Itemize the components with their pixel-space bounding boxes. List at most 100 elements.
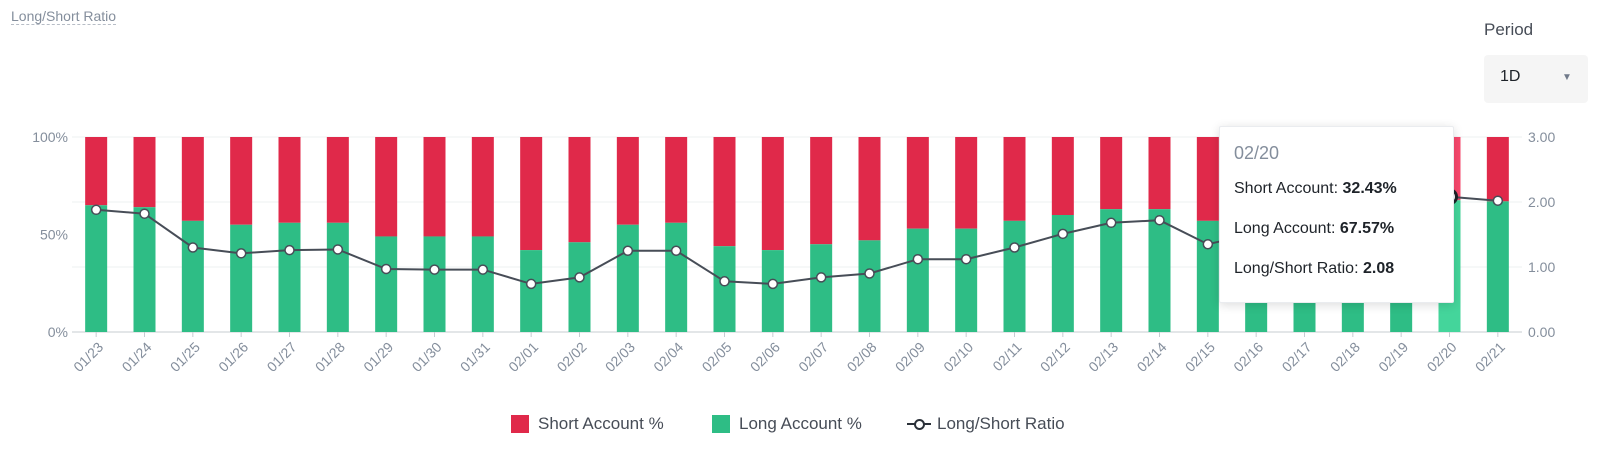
short-bar[interactable] bbox=[1148, 137, 1171, 210]
tooltip-short-row: Short Account: 32.43% bbox=[1234, 180, 1439, 220]
short-bar[interactable] bbox=[713, 137, 736, 247]
x-tick-label: 02/02 bbox=[554, 339, 590, 375]
ratio-point[interactable] bbox=[235, 248, 247, 259]
long-bar[interactable] bbox=[1148, 209, 1171, 332]
x-tick-label: 02/14 bbox=[1134, 339, 1170, 375]
short-bar[interactable] bbox=[616, 137, 639, 225]
long-bar[interactable] bbox=[665, 222, 688, 332]
short-bar[interactable] bbox=[471, 137, 494, 237]
short-bar[interactable] bbox=[326, 137, 349, 223]
long-bar[interactable] bbox=[955, 228, 978, 332]
x-tick-label: 01/27 bbox=[264, 339, 300, 375]
ratio-point[interactable] bbox=[670, 245, 682, 256]
ratio-point[interactable] bbox=[960, 253, 972, 265]
ratio-point[interactable] bbox=[187, 242, 199, 253]
long-bar[interactable] bbox=[761, 250, 784, 332]
long-bar[interactable] bbox=[471, 236, 494, 332]
tooltip-short-value: 32.43% bbox=[1342, 180, 1397, 197]
short-bar[interactable] bbox=[955, 137, 978, 229]
y-right-tick-label: 3.00 bbox=[1528, 129, 1555, 145]
short-bar[interactable] bbox=[1003, 137, 1026, 221]
long-bar[interactable] bbox=[133, 207, 156, 332]
y-left-tick-label: 0% bbox=[48, 324, 68, 340]
ratio-point[interactable] bbox=[1154, 214, 1165, 226]
long-bar[interactable] bbox=[85, 205, 108, 332]
x-tick-label: 02/06 bbox=[747, 339, 783, 375]
short-bar[interactable] bbox=[520, 137, 543, 251]
short-bar[interactable] bbox=[230, 137, 253, 225]
long-bar[interactable] bbox=[375, 236, 398, 332]
ratio-point[interactable] bbox=[477, 264, 489, 275]
legend-item-ratio[interactable]: Long/Short Ratio bbox=[907, 414, 1065, 434]
x-tick-label: 02/12 bbox=[1037, 339, 1073, 375]
tooltip-long-row: Long Account: 67.57% bbox=[1234, 220, 1439, 260]
short-bar[interactable] bbox=[906, 137, 929, 229]
y-axis-right: 0.00 1.00 2.00 3.00 bbox=[1528, 129, 1555, 340]
x-axis: 01/23 01/24 01/25 01/26 01/27 01/28 01/29 01/30… bbox=[70, 332, 1508, 375]
ratio-point[interactable] bbox=[864, 268, 875, 279]
long-bar[interactable] bbox=[1003, 220, 1026, 332]
ratio-point[interactable] bbox=[284, 244, 295, 256]
period-dropdown[interactable]: 1D ▼ bbox=[1484, 55, 1588, 103]
long-bar[interactable] bbox=[1196, 220, 1219, 332]
long-bar[interactable] bbox=[616, 224, 639, 332]
ratio-point[interactable] bbox=[525, 278, 537, 290]
short-bar[interactable] bbox=[665, 137, 688, 223]
long-bar[interactable] bbox=[520, 250, 543, 332]
short-bar[interactable] bbox=[85, 137, 108, 206]
long-bar[interactable] bbox=[423, 236, 446, 332]
x-tick-label: 02/10 bbox=[940, 339, 976, 375]
ratio-point[interactable] bbox=[332, 244, 344, 255]
x-tick-label: 02/21 bbox=[1472, 339, 1508, 375]
short-bar[interactable] bbox=[181, 137, 204, 221]
legend-item-short[interactable]: Short Account % bbox=[511, 414, 664, 434]
long-bar[interactable] bbox=[181, 220, 204, 332]
long-bar[interactable] bbox=[230, 224, 253, 332]
short-bar[interactable] bbox=[761, 137, 784, 251]
ratio-point[interactable] bbox=[912, 253, 924, 265]
legend-label-ratio: Long/Short Ratio bbox=[937, 414, 1065, 433]
ratio-point[interactable] bbox=[815, 272, 827, 283]
short-bar[interactable] bbox=[568, 137, 591, 243]
ratio-point[interactable] bbox=[380, 263, 392, 275]
ratio-point[interactable] bbox=[1492, 195, 1504, 206]
short-bar[interactable] bbox=[810, 137, 833, 245]
long-bar[interactable] bbox=[713, 246, 736, 332]
short-bar[interactable] bbox=[375, 137, 398, 237]
ratio-point[interactable] bbox=[622, 245, 634, 256]
long-bar[interactable] bbox=[858, 240, 881, 332]
y-right-tick-label: 1.00 bbox=[1528, 259, 1555, 275]
ratio-point[interactable] bbox=[719, 276, 730, 287]
chart-title-link[interactable]: Long/Short Ratio bbox=[11, 8, 117, 25]
tooltip-long-label: Long Account: bbox=[1234, 220, 1336, 237]
ratio-point[interactable] bbox=[1105, 217, 1117, 229]
long-bar[interactable] bbox=[1051, 215, 1074, 332]
ratio-point[interactable] bbox=[574, 272, 585, 283]
short-bar[interactable] bbox=[1486, 137, 1509, 202]
short-bar[interactable] bbox=[423, 137, 446, 237]
long-bar[interactable] bbox=[278, 222, 301, 332]
ratio-point[interactable] bbox=[767, 278, 779, 290]
short-bar[interactable] bbox=[133, 137, 156, 208]
long-bar[interactable] bbox=[1100, 209, 1123, 332]
short-bar[interactable] bbox=[278, 137, 301, 223]
short-bar[interactable] bbox=[1100, 137, 1123, 210]
ratio-point[interactable] bbox=[1009, 242, 1020, 253]
short-bar[interactable] bbox=[858, 137, 881, 241]
ratio-point[interactable] bbox=[429, 264, 440, 275]
ratio-point[interactable] bbox=[1057, 228, 1069, 240]
short-bar[interactable] bbox=[1196, 137, 1219, 221]
x-tick-label: 02/16 bbox=[1230, 339, 1266, 375]
legend-item-long[interactable]: Long Account % bbox=[712, 414, 862, 434]
ratio-point[interactable] bbox=[139, 208, 150, 219]
short-bar[interactable] bbox=[1051, 137, 1074, 215]
long-bar[interactable] bbox=[906, 228, 929, 332]
long-bar[interactable] bbox=[810, 244, 833, 332]
ratio-point[interactable] bbox=[1202, 239, 1214, 250]
long-bar[interactable] bbox=[1486, 201, 1509, 332]
x-tick-label: 01/28 bbox=[312, 339, 348, 375]
long-bar[interactable] bbox=[326, 222, 349, 332]
ratio-point[interactable] bbox=[90, 204, 102, 216]
x-tick-label: 02/05 bbox=[699, 339, 735, 375]
long-bar[interactable] bbox=[568, 242, 591, 332]
